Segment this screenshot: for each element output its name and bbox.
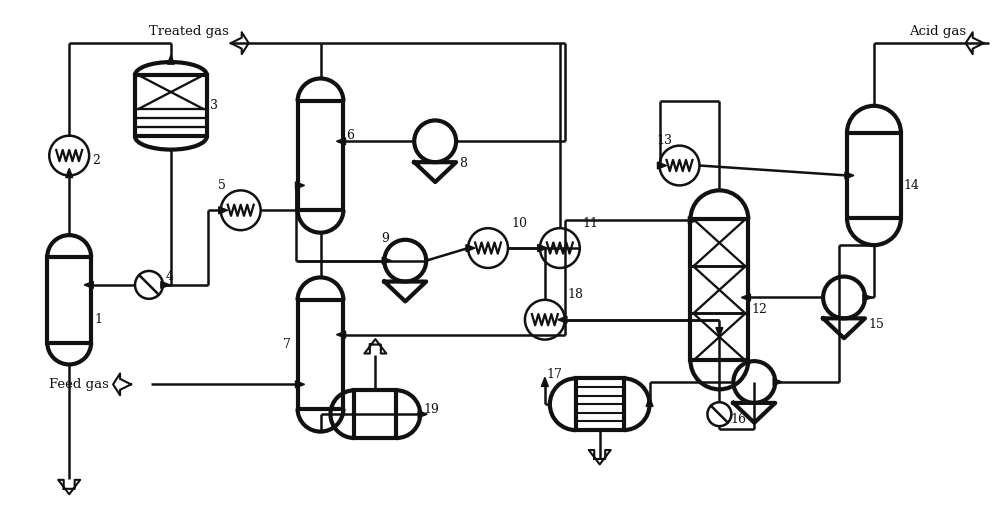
Polygon shape [295, 182, 305, 189]
Text: 15: 15 [868, 318, 884, 331]
Text: 16: 16 [730, 413, 746, 426]
Polygon shape [161, 281, 170, 288]
Polygon shape [538, 245, 547, 251]
Polygon shape [657, 162, 667, 169]
Polygon shape [558, 316, 567, 323]
Polygon shape [84, 281, 93, 288]
Polygon shape [863, 294, 872, 301]
Text: 2: 2 [92, 154, 100, 167]
Bar [135, 75, 207, 136]
Polygon shape [418, 411, 427, 418]
Polygon shape [773, 379, 782, 386]
Polygon shape [466, 245, 475, 251]
Text: 5: 5 [218, 179, 226, 192]
Polygon shape [66, 168, 73, 178]
Bar [690, 219, 748, 360]
Text: 19: 19 [423, 403, 439, 416]
Bar [354, 390, 396, 438]
Text: Treated gas: Treated gas [149, 25, 229, 38]
Bar [576, 378, 624, 430]
Text: 6: 6 [346, 129, 354, 142]
Text: 3: 3 [210, 99, 218, 113]
Bar [298, 300, 343, 409]
Text: 11: 11 [583, 217, 599, 230]
Polygon shape [167, 55, 174, 64]
Polygon shape [219, 207, 228, 214]
Text: 8: 8 [459, 157, 467, 170]
Text: 1: 1 [94, 313, 102, 326]
Bar [47, 257, 91, 342]
Text: 13: 13 [657, 134, 673, 147]
Text: 18: 18 [568, 288, 584, 301]
Polygon shape [716, 328, 723, 337]
Text: 17: 17 [547, 368, 563, 381]
Text: Feed gas: Feed gas [49, 378, 109, 391]
Polygon shape [538, 245, 547, 251]
Polygon shape [646, 397, 653, 407]
Bar [298, 102, 343, 210]
Polygon shape [541, 377, 548, 387]
Text: 12: 12 [751, 304, 767, 316]
Polygon shape [382, 257, 391, 264]
Text: 10: 10 [511, 217, 527, 230]
Text: Acid gas: Acid gas [909, 25, 966, 38]
Polygon shape [688, 217, 697, 224]
Polygon shape [845, 172, 854, 179]
Polygon shape [741, 294, 750, 301]
Text: 9: 9 [381, 231, 389, 245]
Text: 14: 14 [904, 179, 920, 192]
Text: 7: 7 [283, 338, 290, 351]
Polygon shape [336, 138, 346, 145]
Bar [847, 133, 901, 218]
Polygon shape [336, 331, 346, 338]
Text: 4: 4 [166, 270, 174, 284]
Polygon shape [295, 381, 305, 388]
